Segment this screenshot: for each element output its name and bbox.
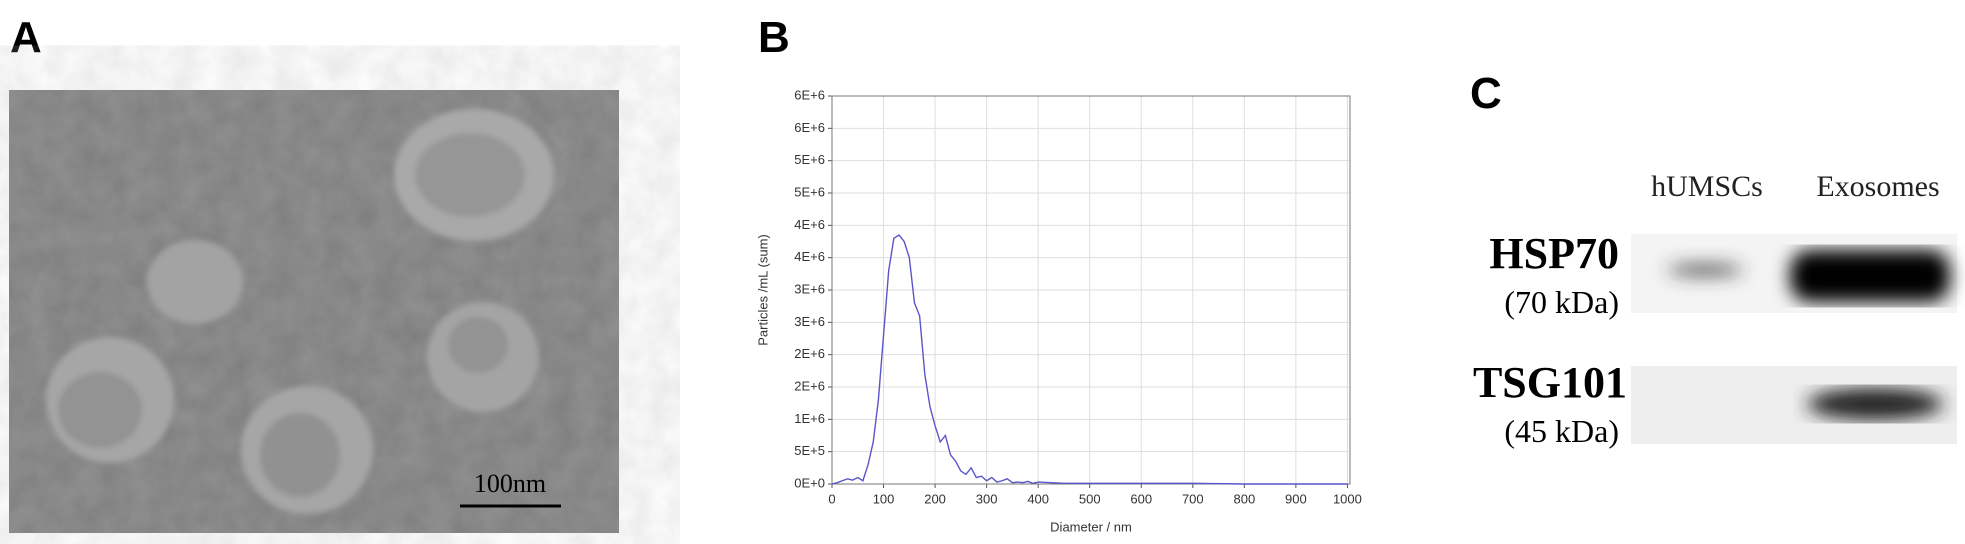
y-tick-label: 5E+6 (794, 184, 825, 199)
y-tick-label: 2E+6 (794, 378, 825, 393)
y-tick-label: 1E+6 (794, 411, 825, 426)
weight-label: (70 kDa) (1504, 284, 1619, 320)
panel-label: B (758, 13, 790, 62)
x-tick-label: 500 (1079, 491, 1101, 506)
tem-image: 100nm (9, 90, 619, 533)
y-tick-label: 0E+0 (794, 475, 825, 490)
y-axis-label: Particles /mL (sum) (755, 234, 770, 345)
nta-chart: 0E+0 5E+5 1E+6 2E+6 2E+6 3E+6 3E+6 4E+6 4E+6 5E+6… (755, 87, 1361, 534)
scale-bar-label: 100nm (474, 469, 546, 498)
data-line (831, 234, 1348, 485)
x-tick-label: 200 (924, 491, 946, 506)
y-tick-label: 5E+5 (794, 443, 825, 458)
y-tick-label: 6E+6 (794, 87, 825, 102)
y-tick-label: 4E+6 (794, 249, 825, 264)
protein-label: TSG101 (1473, 358, 1627, 407)
x-axis-label: Diameter / nm (1050, 519, 1132, 534)
column-label: Exosomes (1816, 170, 1939, 203)
western-blot: hUMSCs Exosomes HSP70 (70 kDa) TSG101 (4… (1473, 170, 1957, 449)
panel-label: A (10, 13, 42, 62)
x-tick-label: 800 (1233, 491, 1255, 506)
y-tick-label: 3E+6 (794, 281, 825, 296)
weight-label: (45 kDa) (1504, 413, 1619, 449)
protein-label: HSP70 (1489, 229, 1619, 278)
y-tick-label: 2E+6 (794, 346, 825, 361)
x-tick-label: 300 (976, 491, 998, 506)
column-label: hUMSCs (1651, 170, 1763, 203)
x-tick-label: 0 (828, 491, 835, 506)
x-tick-label: 1000 (1333, 491, 1362, 506)
panel-label: C (1470, 69, 1502, 118)
x-tick-label: 900 (1285, 491, 1307, 506)
x-tick-label: 400 (1027, 491, 1049, 506)
x-tick-label: 700 (1182, 491, 1204, 506)
y-tick-label: 4E+6 (794, 217, 825, 232)
y-tick-label: 6E+6 (794, 120, 825, 135)
y-tick-label: 5E+6 (794, 152, 825, 167)
y-tick-label: 3E+6 (794, 314, 825, 329)
x-tick-label: 600 (1130, 491, 1152, 506)
x-tick-label: 100 (873, 491, 895, 506)
